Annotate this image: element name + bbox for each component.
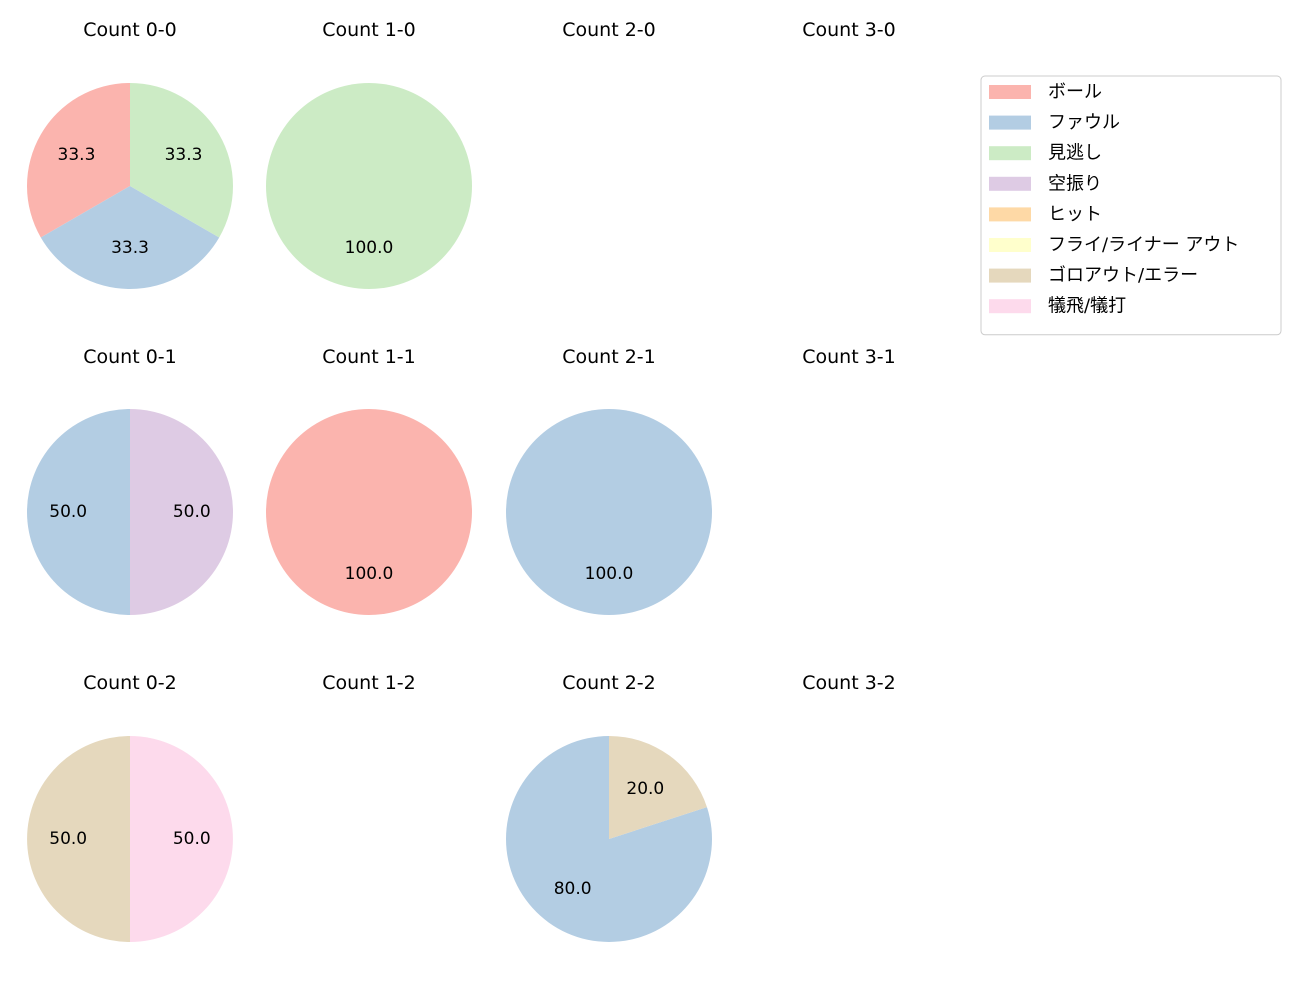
legend-swatch	[989, 268, 1031, 283]
legend-swatch	[989, 85, 1031, 99]
pie-panel: Count 3-2	[802, 672, 896, 694]
legend-label: ボール	[1048, 82, 1102, 103]
pie-title: Count 2-2	[562, 672, 656, 694]
legend-swatch	[989, 238, 1031, 252]
pie-panel: Count 1-1 100.0	[266, 346, 472, 615]
pie-slice	[609, 736, 707, 839]
pie-panel: Count 2-2 80.0 20.0	[506, 672, 713, 942]
legend-label: 空振り	[1048, 173, 1102, 194]
slice-value-label: 50.0	[173, 829, 211, 849]
legend-swatch	[989, 115, 1031, 130]
legend-label: ヒット	[1048, 204, 1102, 225]
slice-value-label: 20.0	[626, 779, 664, 799]
pie-slice	[506, 736, 713, 942]
pie-title: Count 3-2	[802, 672, 896, 694]
pie-panel: Count 3-0	[802, 19, 896, 41]
pie-title: Count 3-1	[802, 346, 896, 368]
legend-label: 犠飛/犠打	[1048, 296, 1126, 317]
slice-value-label: 100.0	[585, 564, 634, 584]
legend-label: 見逃し	[1048, 143, 1102, 164]
pie-panel: Count 2-1 100.0	[506, 346, 712, 615]
legend-swatch	[989, 146, 1031, 161]
pie-title: Count 1-1	[322, 346, 416, 368]
pie-panel: Count 0-2 50.0 50.0	[27, 672, 233, 942]
pie-slice	[266, 83, 472, 289]
pie-slice	[506, 409, 712, 615]
slice-value-label: 33.3	[165, 145, 203, 165]
pie-slice	[26, 83, 131, 238]
pie-slice	[27, 736, 130, 942]
pie-panel: Count 0-0 33.3 33.3 33.3	[26, 19, 234, 290]
pie-title: Count 2-0	[562, 19, 656, 41]
slice-value-label: 33.3	[58, 145, 96, 165]
pie-title: Count 0-0	[83, 19, 177, 41]
pie-panel: Count 1-2	[322, 672, 416, 694]
slice-value-label: 50.0	[173, 502, 211, 522]
slice-value-label: 80.0	[554, 879, 592, 899]
pie-slice	[27, 409, 130, 615]
pie-panel: Count 3-1	[802, 346, 896, 368]
legend-frame	[980, 75, 1282, 336]
pie-title: Count 0-1	[83, 346, 177, 368]
legend-swatch	[989, 207, 1031, 222]
slice-value-label: 33.3	[111, 238, 149, 258]
pie-panel: Count 0-1 50.0 50.0	[27, 346, 233, 615]
legend-label: フライ/ライナー アウト	[1048, 235, 1239, 256]
legend-swatch	[989, 176, 1031, 191]
pie-slice	[130, 409, 233, 615]
pie-slice	[266, 409, 472, 615]
pie-title: Count 1-2	[322, 672, 416, 694]
pie-title: Count 0-2	[83, 672, 177, 694]
slice-value-label: 100.0	[345, 564, 394, 584]
legend-label: ゴロアウト/エラー	[1048, 265, 1198, 286]
slice-value-label: 100.0	[345, 238, 394, 258]
pie-slice	[40, 186, 220, 290]
slice-value-label: 50.0	[49, 829, 87, 849]
pie-title: Count 1-0	[322, 19, 416, 41]
legend-swatch	[989, 299, 1031, 314]
pie-slice	[130, 83, 234, 238]
pie-title: Count 2-1	[562, 346, 656, 368]
pie-title: Count 3-0	[802, 19, 896, 41]
pie-panel: Count 2-0	[562, 19, 656, 41]
pie-panel: Count 1-0 100.0	[266, 19, 472, 289]
slice-value-label: 50.0	[49, 502, 87, 522]
legend-label: ファウル	[1048, 112, 1120, 133]
pie-slice	[130, 736, 233, 942]
